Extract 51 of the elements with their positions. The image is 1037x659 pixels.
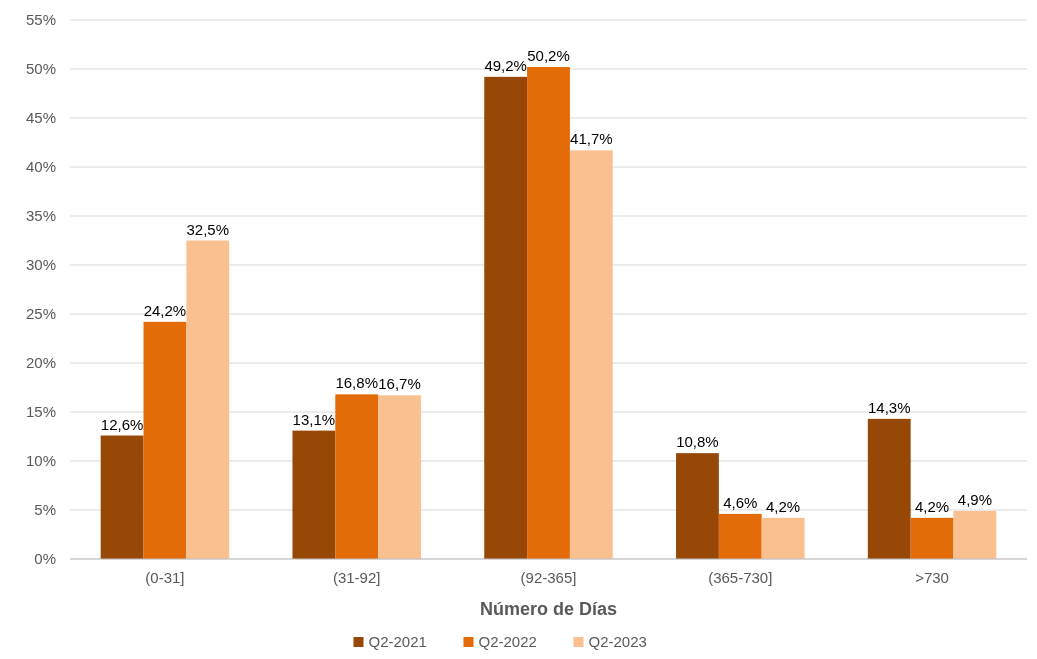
data-label: 50,2% xyxy=(527,47,570,65)
bar xyxy=(527,67,570,559)
y-tick-label: 5% xyxy=(34,501,56,519)
data-label: 4,2% xyxy=(914,497,950,515)
data-label: 16,7% xyxy=(378,375,421,393)
bar xyxy=(335,394,379,559)
data-label: 24,2% xyxy=(143,301,187,319)
legend-label: Q2-2021 xyxy=(368,633,427,650)
x-tick-label: >730 xyxy=(915,569,949,586)
data-label: 4,2% xyxy=(766,497,801,515)
y-tick-label: 25% xyxy=(25,305,56,323)
y-tick-label: 0% xyxy=(34,550,56,568)
data-label: 13,1% xyxy=(292,410,336,428)
x-tick-label: (31-92] xyxy=(332,569,381,586)
bar xyxy=(718,513,762,559)
x-tick-label: (365-730] xyxy=(708,569,773,586)
y-tick-label: 20% xyxy=(25,354,56,372)
bar xyxy=(569,150,613,559)
bar xyxy=(953,510,997,559)
y-tick-label: 15% xyxy=(25,403,56,421)
x-tick-label: (0-31] xyxy=(145,569,185,586)
y-tick-label: 10% xyxy=(25,452,56,470)
legend-label: Q2-2023 xyxy=(588,633,647,650)
bar xyxy=(676,453,719,559)
data-label: 4,6% xyxy=(723,493,758,511)
x-axis-title: Número de Días xyxy=(479,599,618,619)
data-label: 41,7% xyxy=(570,130,613,148)
data-label: 14,3% xyxy=(867,398,911,416)
bar xyxy=(484,76,528,559)
bar xyxy=(910,517,954,559)
legend-label: Q2-2022 xyxy=(478,633,537,650)
y-tick-label: 45% xyxy=(25,109,56,127)
y-tick-label: 35% xyxy=(25,207,56,225)
y-tick-label: 40% xyxy=(25,158,56,176)
bar xyxy=(867,418,911,559)
x-tick-label: (92-365] xyxy=(520,569,577,586)
y-tick-label: 55% xyxy=(25,11,56,29)
y-tick-label: 30% xyxy=(25,256,56,274)
data-label: 4,9% xyxy=(957,490,992,508)
bar xyxy=(292,430,336,559)
data-label: 12,6% xyxy=(100,415,144,433)
bar xyxy=(100,435,144,559)
data-label: 49,2% xyxy=(484,56,527,74)
bar xyxy=(186,240,230,559)
data-label: 32,5% xyxy=(186,220,230,238)
bar xyxy=(378,395,421,559)
bar xyxy=(143,321,187,559)
data-label: 10,8% xyxy=(676,433,719,451)
bar xyxy=(761,517,805,559)
y-tick-label: 50% xyxy=(25,60,56,78)
data-label: 16,8% xyxy=(335,374,378,392)
